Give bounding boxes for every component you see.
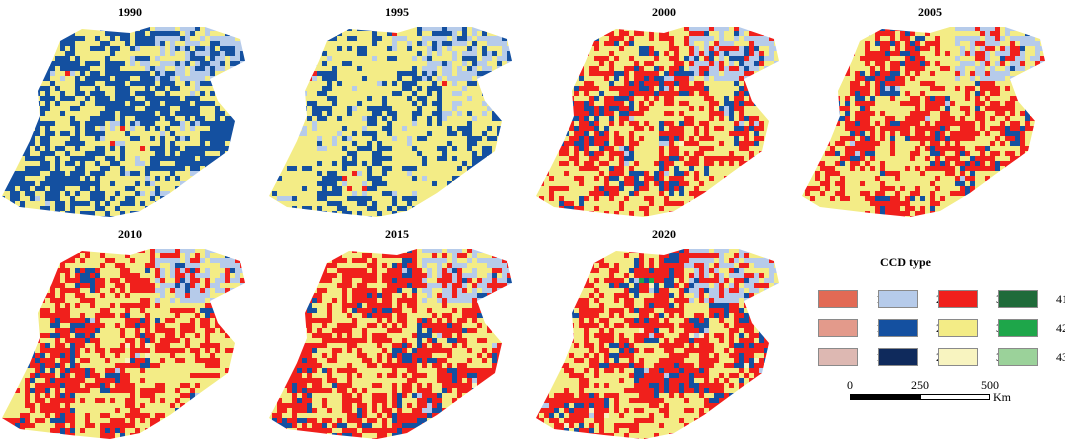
choropleth-map: [269, 27, 512, 217]
map-cells: [2, 27, 245, 217]
map-panel-2005: 2005: [800, 5, 1060, 220]
panel-title: 2015: [385, 227, 409, 241]
legend-label: 41: [1056, 292, 1065, 306]
legend-swatch: [998, 348, 1038, 366]
map-cells: [269, 249, 512, 439]
legend-swatch: [938, 319, 978, 337]
map-cells: [802, 27, 1045, 217]
map-panel-2000: 2000: [534, 5, 794, 220]
panel-title: 2005: [918, 5, 942, 19]
panel-title: 2010: [118, 227, 142, 241]
scale-bar-graphic: [850, 394, 990, 400]
scale-tick-250: 250: [911, 378, 929, 392]
legend-swatch: [998, 290, 1038, 308]
choropleth-map: [536, 249, 779, 439]
legend-swatch: [878, 348, 918, 366]
panel-title: 1995: [385, 5, 409, 19]
legend-swatch: [878, 290, 918, 308]
legend-swatch: [998, 319, 1038, 337]
legend-swatch: [818, 290, 858, 308]
choropleth-map: [2, 249, 245, 439]
scale-unit: Km: [993, 390, 1011, 404]
legend-swatch: [878, 319, 918, 337]
scale-bar-black-segment: [851, 395, 921, 399]
choropleth-map: [269, 249, 512, 439]
map-panel-2020: 2020: [534, 227, 794, 442]
legend-swatch: [818, 319, 858, 337]
map-cells: [536, 27, 779, 217]
legend-label: 43: [1056, 350, 1065, 364]
legend-title: CCD type: [880, 255, 931, 269]
map-panel-1990: 1990: [0, 5, 260, 220]
legend-swatch: [818, 348, 858, 366]
map-cells: [2, 249, 245, 439]
legend-label: 42: [1056, 321, 1065, 335]
panel-title: 1990: [118, 5, 142, 19]
choropleth-map: [802, 27, 1045, 217]
panel-title: 2020: [652, 227, 676, 241]
map-panel-1995: 1995: [267, 5, 527, 220]
choropleth-map: [536, 27, 779, 217]
legend-swatch: [938, 290, 978, 308]
map-cells: [269, 27, 512, 217]
map-panel-2010: 2010: [0, 227, 260, 442]
scale-tick-500: 500: [981, 378, 999, 392]
panel-title: 2000: [652, 5, 676, 19]
scale-tick-0: 0: [847, 378, 853, 392]
legend-swatch: [938, 348, 978, 366]
scale-bar: 0 250 500 Km: [847, 378, 1050, 418]
choropleth-map: [2, 27, 245, 217]
map-cells: [536, 249, 779, 439]
legend: CCD type 11 21 31 41 12 22 32 42 13 23: [810, 250, 1065, 440]
map-panel-2015: 2015: [267, 227, 527, 442]
